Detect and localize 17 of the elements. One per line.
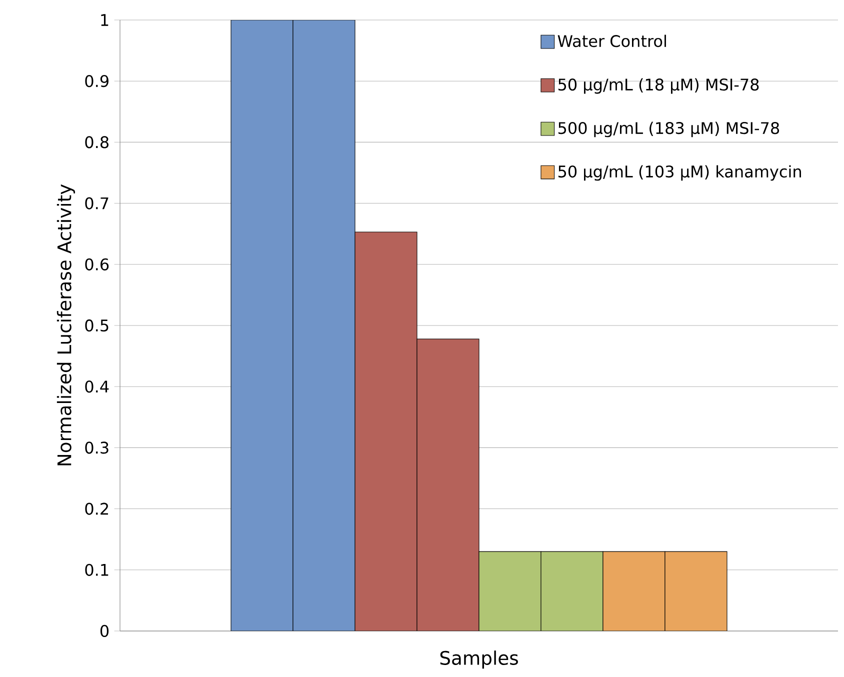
y-tick-label: 0.9 <box>85 75 108 88</box>
legend-label: 500 μg/mL (183 μM) MSI-78 <box>558 122 780 138</box>
y-tick-label: 0.8 <box>85 136 108 148</box>
y-tick-label: 1 <box>101 14 108 26</box>
legend-label: Water Control <box>558 34 666 48</box>
y-tick-label: 0 <box>100 624 109 638</box>
y-tick-label: 0.6 <box>85 258 109 270</box>
legend-label: 50 μg/mL (103 μM) kanamycin <box>558 165 801 181</box>
y-tick-label: 0.3 <box>85 442 108 454</box>
y-tick-label: 0.4 <box>85 380 109 393</box>
legend-label: 50 μg/mL (18 μM) MSI-78 <box>558 78 759 94</box>
y-tick-label: 0.1 <box>85 564 108 576</box>
y-tick-label: 0.5 <box>85 319 108 332</box>
y-tick-label: 0.7 <box>85 197 108 210</box>
y-axis-title: Normalized Luciferase Activity <box>56 184 76 466</box>
x-axis-title: Samples <box>440 650 518 669</box>
y-tick-label: 0.2 <box>85 502 108 515</box>
